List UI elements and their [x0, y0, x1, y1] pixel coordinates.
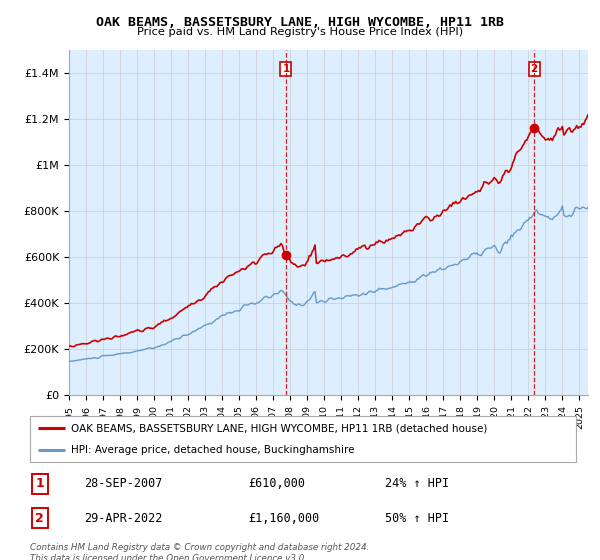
Text: Contains HM Land Registry data © Crown copyright and database right 2024.
This d: Contains HM Land Registry data © Crown c…: [30, 543, 370, 560]
Text: 50% ↑ HPI: 50% ↑ HPI: [385, 512, 449, 525]
Text: 1: 1: [283, 64, 290, 74]
Text: OAK BEAMS, BASSETSBURY LANE, HIGH WYCOMBE, HP11 1RB: OAK BEAMS, BASSETSBURY LANE, HIGH WYCOMB…: [96, 16, 504, 29]
Text: 2: 2: [530, 64, 538, 74]
Text: OAK BEAMS, BASSETSBURY LANE, HIGH WYCOMBE, HP11 1RB (detached house): OAK BEAMS, BASSETSBURY LANE, HIGH WYCOMB…: [71, 423, 487, 433]
Text: 29-APR-2022: 29-APR-2022: [85, 512, 163, 525]
Text: £610,000: £610,000: [248, 477, 305, 491]
Text: Price paid vs. HM Land Registry's House Price Index (HPI): Price paid vs. HM Land Registry's House …: [137, 27, 463, 37]
Text: £1,160,000: £1,160,000: [248, 512, 320, 525]
Text: 1: 1: [35, 477, 44, 491]
Text: 24% ↑ HPI: 24% ↑ HPI: [385, 477, 449, 491]
Text: HPI: Average price, detached house, Buckinghamshire: HPI: Average price, detached house, Buck…: [71, 445, 355, 455]
Text: 28-SEP-2007: 28-SEP-2007: [85, 477, 163, 491]
Text: 2: 2: [35, 512, 44, 525]
